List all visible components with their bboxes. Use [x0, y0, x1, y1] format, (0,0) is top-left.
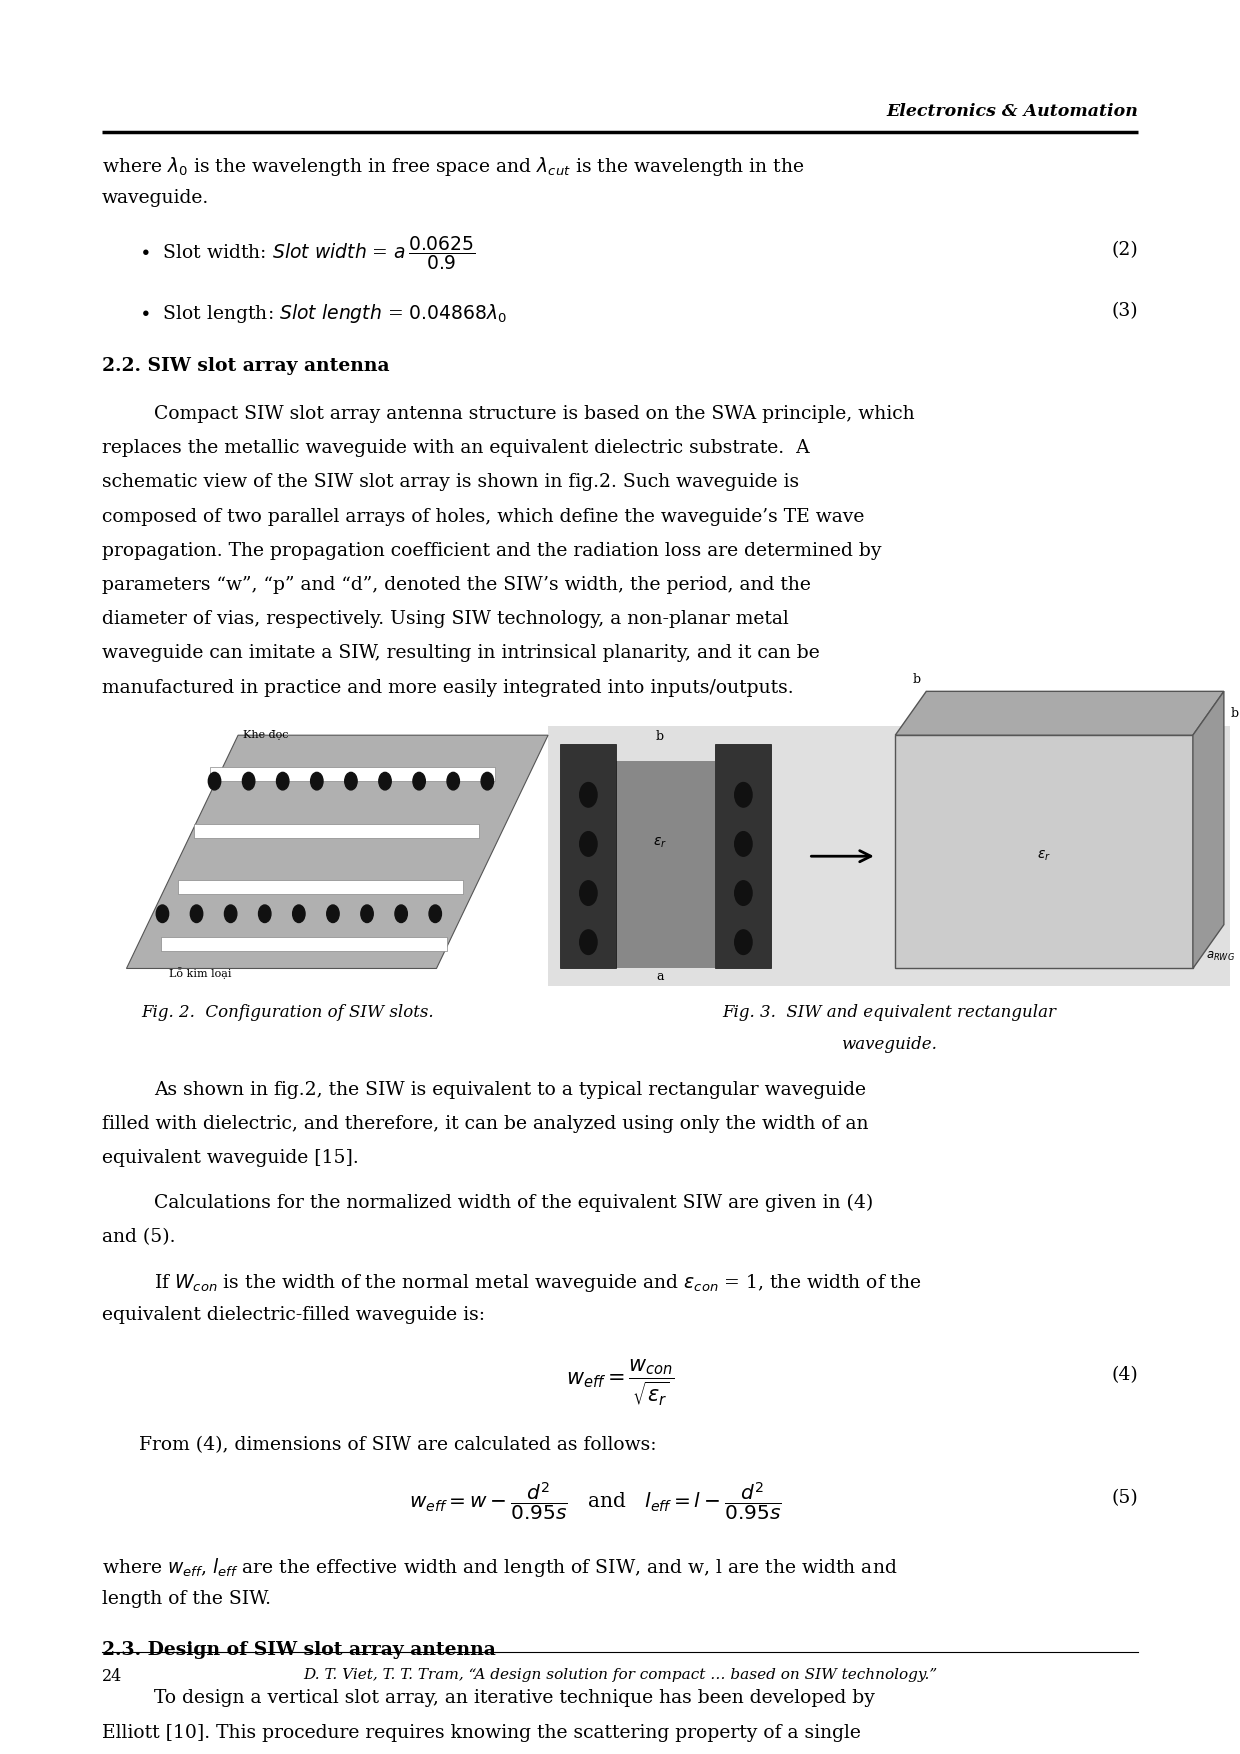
- Text: D. T. Viet, T. T. Tram, “A design solution for compact … based on SIW technology: D. T. Viet, T. T. Tram, “A design soluti…: [303, 1668, 937, 1682]
- Circle shape: [734, 881, 751, 905]
- Text: (4): (4): [1111, 1366, 1138, 1384]
- Text: where $\lambda_0$ is the wavelength in free space and $\lambda_{cut}$ is the wav: where $\lambda_0$ is the wavelength in f…: [102, 156, 805, 179]
- Circle shape: [326, 905, 339, 923]
- Text: To design a vertical slot array, an iterative technique has been developed by: To design a vertical slot array, an iter…: [154, 1689, 874, 1707]
- Circle shape: [224, 905, 237, 923]
- Text: Electronics & Automation: Electronics & Automation: [887, 103, 1138, 119]
- Text: length of the SIW.: length of the SIW.: [102, 1591, 270, 1608]
- Text: Fig. 3.  SIW and equivalent rectangular: Fig. 3. SIW and equivalent rectangular: [722, 1003, 1056, 1021]
- Text: and (5).: and (5).: [102, 1228, 175, 1245]
- Text: equivalent waveguide [15].: equivalent waveguide [15].: [102, 1149, 358, 1166]
- Circle shape: [259, 905, 270, 923]
- Circle shape: [277, 772, 289, 789]
- Circle shape: [208, 772, 221, 789]
- Circle shape: [481, 772, 494, 789]
- Text: composed of two parallel arrays of holes, which define the waveguide’s TE wave: composed of two parallel arrays of holes…: [102, 507, 864, 526]
- Bar: [616, 761, 715, 968]
- Polygon shape: [715, 744, 771, 968]
- Text: 24: 24: [102, 1668, 122, 1686]
- Text: propagation. The propagation coefficient and the radiation loss are determined b: propagation. The propagation coefficient…: [102, 542, 882, 560]
- Text: $w_{eff} = \dfrac{w_{con}}{\sqrt{\varepsilon_r}}$: $w_{eff} = \dfrac{w_{con}}{\sqrt{\vareps…: [565, 1358, 675, 1407]
- Text: Lỗ kim loại: Lỗ kim loại: [169, 966, 231, 979]
- Circle shape: [580, 881, 596, 905]
- Text: diameter of vias, respectively. Using SIW technology, a non-planar metal: diameter of vias, respectively. Using SI…: [102, 610, 789, 628]
- Circle shape: [580, 930, 596, 954]
- Circle shape: [413, 772, 425, 789]
- Text: b: b: [656, 730, 663, 744]
- Polygon shape: [895, 691, 1224, 735]
- Text: Calculations for the normalized width of the equivalent SIW are given in (4): Calculations for the normalized width of…: [154, 1193, 873, 1212]
- Polygon shape: [895, 735, 1193, 968]
- Polygon shape: [1193, 691, 1224, 968]
- Text: $w_{eff} = w - \dfrac{d^2}{0.95s}$   and   $l_{eff} = l - \dfrac{d^2}{0.95s}$: $w_{eff} = w - \dfrac{d^2}{0.95s}$ and $…: [409, 1480, 781, 1522]
- Text: where $w_{eff}$, $l_{eff}$ are the effective width and length of SIW, and w, l a: where $w_{eff}$, $l_{eff}$ are the effec…: [102, 1556, 898, 1579]
- Text: $a_{RWG}$: $a_{RWG}$: [1207, 951, 1235, 963]
- Polygon shape: [560, 744, 616, 968]
- Circle shape: [310, 772, 322, 789]
- Text: $\bullet$  Slot length: $\mathit{Slot\ length}$ = $0.04868\lambda_0$: $\bullet$ Slot length: $\mathit{Slot\ le…: [139, 302, 507, 324]
- Text: (2): (2): [1111, 240, 1138, 260]
- Text: 2.2. SIW slot array antenna: 2.2. SIW slot array antenna: [102, 358, 389, 375]
- Circle shape: [361, 905, 373, 923]
- Polygon shape: [161, 937, 446, 951]
- Circle shape: [191, 905, 203, 923]
- Text: As shown in fig.2, the SIW is equivalent to a typical rectangular waveguide: As shown in fig.2, the SIW is equivalent…: [154, 1080, 866, 1098]
- Polygon shape: [126, 735, 548, 968]
- Circle shape: [394, 905, 407, 923]
- Text: schematic view of the SIW slot array is shown in fig.2. Such waveguide is: schematic view of the SIW slot array is …: [102, 474, 799, 491]
- Text: equivalent dielectric-filled waveguide is:: equivalent dielectric-filled waveguide i…: [102, 1307, 485, 1324]
- Text: Elliott [10]. This procedure requires knowing the scattering property of a singl: Elliott [10]. This procedure requires kn…: [102, 1724, 861, 1742]
- Polygon shape: [193, 824, 479, 838]
- Polygon shape: [177, 881, 463, 895]
- Text: Compact SIW slot array antenna structure is based on the SWA principle, which: Compact SIW slot array antenna structure…: [154, 405, 914, 423]
- Circle shape: [293, 905, 305, 923]
- Text: (3): (3): [1112, 302, 1138, 321]
- Text: (5): (5): [1111, 1489, 1138, 1507]
- Text: 2.3. Design of SIW slot array antenna: 2.3. Design of SIW slot array antenna: [102, 1642, 496, 1659]
- Text: a: a: [656, 970, 663, 982]
- Circle shape: [734, 782, 751, 807]
- Circle shape: [156, 905, 169, 923]
- Text: replaces the metallic waveguide with an equivalent dielectric substrate.  A: replaces the metallic waveguide with an …: [102, 438, 810, 458]
- Text: $\bullet$  Slot width: $\mathit{Slot\ width}$ = $a\,\dfrac{0.0625}{0.9}$: $\bullet$ Slot width: $\mathit{Slot\ wid…: [139, 233, 476, 272]
- Text: b: b: [1230, 707, 1239, 719]
- Circle shape: [580, 831, 596, 856]
- Text: parameters “w”, “p” and “d”, denoted the SIW’s width, the period, and the: parameters “w”, “p” and “d”, denoted the…: [102, 575, 811, 595]
- Circle shape: [734, 831, 751, 856]
- Text: waveguide.: waveguide.: [102, 189, 208, 207]
- Text: $\varepsilon_r$: $\varepsilon_r$: [1037, 849, 1052, 863]
- Text: waveguide.: waveguide.: [841, 1037, 937, 1052]
- Circle shape: [446, 772, 459, 789]
- Polygon shape: [210, 766, 495, 781]
- Circle shape: [734, 930, 751, 954]
- Circle shape: [242, 772, 254, 789]
- Circle shape: [378, 772, 391, 789]
- Text: filled with dielectric, and therefore, it can be analyzed using only the width o: filled with dielectric, and therefore, i…: [102, 1116, 868, 1133]
- Text: Fig. 2.  Configuration of SIW slots.: Fig. 2. Configuration of SIW slots.: [141, 1003, 434, 1021]
- Text: b: b: [913, 674, 921, 686]
- Text: If $W_{con}$ is the width of the normal metal waveguide and $\varepsilon_{con}$ : If $W_{con}$ is the width of the normal …: [154, 1272, 921, 1294]
- Text: $\varepsilon_r$: $\varepsilon_r$: [652, 837, 667, 851]
- Text: waveguide can imitate a SIW, resulting in intrinsical planarity, and it can be: waveguide can imitate a SIW, resulting i…: [102, 644, 820, 663]
- Bar: [548, 726, 1230, 986]
- Circle shape: [580, 782, 596, 807]
- Circle shape: [345, 772, 357, 789]
- Text: Khe đọc: Khe đọc: [243, 730, 289, 740]
- Text: From (4), dimensions of SIW are calculated as follows:: From (4), dimensions of SIW are calculat…: [139, 1437, 656, 1454]
- Text: manufactured in practice and more easily integrated into inputs/outputs.: manufactured in practice and more easily…: [102, 679, 794, 696]
- Circle shape: [429, 905, 441, 923]
